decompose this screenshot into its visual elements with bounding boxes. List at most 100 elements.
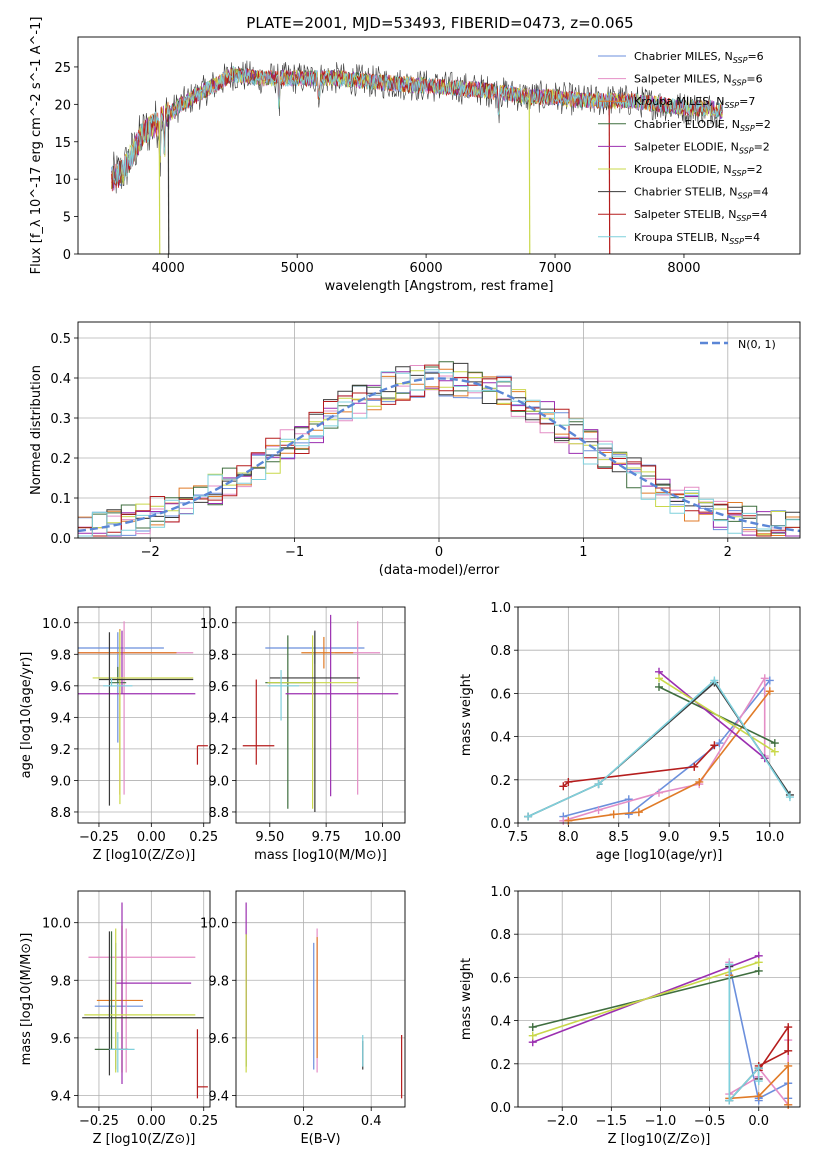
panel-spectrum: 4000 5000 6000 7000 8000 0 5 10 15 20 25 wavelength…: [29, 17, 801, 294]
spectrum-series-line: [111, 65, 723, 184]
tick-label-y: 9.6: [208, 680, 229, 695]
tick-label-y: 0.4: [50, 372, 71, 387]
tick-label-x: 10.0: [755, 830, 784, 845]
weight-point-marker: [784, 1023, 793, 1032]
axes-frame: [77, 890, 211, 1108]
tick-label-y: 0.4: [490, 1015, 511, 1030]
weight-point-marker: [655, 682, 663, 691]
tick-label-y: 0.2: [490, 774, 511, 789]
tick-label-y: 9.6: [208, 1032, 229, 1047]
tick-label-y: 0.0: [490, 817, 511, 832]
weight-point-marker: [784, 1100, 793, 1109]
tick-label-y: 9.4: [208, 1089, 229, 1104]
gaussian-reference-line: [77, 377, 801, 533]
tick-label-x: 9.75: [312, 830, 341, 845]
tick-label-y: 0: [63, 248, 71, 263]
weight-point-marker: [690, 762, 699, 771]
weight-point-marker: [770, 739, 779, 748]
tick-label-y: 9.6: [50, 680, 71, 695]
y-axis-label: mass [log10(M/M⊙)]: [19, 933, 34, 1066]
spectrum-artifact-line: [528, 96, 531, 254]
tick-label-y: 9.2: [50, 743, 71, 758]
legend-entry: N(0, 1): [738, 338, 776, 351]
tick-label-y: 9.0: [208, 774, 229, 789]
legend-entry: Kroupa MILES, NSSP=7: [634, 95, 755, 110]
panel-mw-vs-age: 7.5 8.0 8.5 9.0 9.5 10.0 0.0 0.2 0.4 0.6 0.8 1.0 age…: [459, 601, 801, 863]
weight-point-marker: [754, 958, 763, 967]
panel-residuals: −2 −1 0 1 2 0.0 0.1 0.2 0.3 0.4 0.5 (data-model)/er…: [29, 321, 801, 578]
axes-frame: [77, 606, 211, 824]
axes-frame: [235, 606, 406, 824]
weight-series-line: [728, 964, 760, 1103]
tick-label-y: 9.8: [50, 648, 71, 663]
x-axis-label: Z [log10(Z/Z⊙)]: [93, 1132, 196, 1147]
tick-label-y: 0.2: [490, 1058, 511, 1073]
x-axis-label: (data-model)/error: [379, 563, 500, 578]
tick-label-x: 0.2: [293, 1114, 314, 1129]
tick-label-y: 9.4: [208, 711, 229, 726]
weight-point-marker: [754, 1064, 763, 1073]
tick-label-x: 0.25: [189, 830, 218, 845]
weight-point-marker: [524, 812, 533, 821]
tick-label-y: 10.0: [200, 917, 229, 932]
weight-point-marker: [754, 1077, 763, 1086]
y-axis-label: mass weight: [459, 958, 474, 1040]
tick-label-x: 8000: [667, 261, 700, 276]
tick-label-x: −1: [285, 545, 304, 560]
tick-label-x: −0.25: [79, 1114, 119, 1129]
tick-label-y: 0.2: [50, 452, 71, 467]
weight-point-marker: [624, 810, 633, 819]
spectrum-series-line: [111, 60, 723, 194]
tick-label-y: 9.2: [208, 743, 229, 758]
tick-label-x: −2.0: [546, 1114, 578, 1129]
panel-mass-vs-Z: −0.25 0.00 0.25 9.4 9.6 9.8 10.0 Z [log10(Z/Z⊙)…: [19, 890, 218, 1147]
weight-point-marker: [528, 1031, 537, 1040]
figure-title: PLATE=2001, MJD=53493, FIBERID=0473, z=0…: [246, 14, 633, 32]
legend-entry: Salpeter ELODIE, NSSP=2: [634, 140, 770, 155]
weight-point-marker: [754, 966, 763, 975]
tick-label-x: 4000: [152, 261, 185, 276]
weight-point-marker: [715, 739, 724, 748]
tick-label-y: 0.0: [50, 532, 71, 547]
weight-point-marker: [594, 780, 603, 789]
tick-label-y: 0.6: [490, 687, 511, 702]
tick-label-y: 9.4: [50, 1089, 71, 1104]
weight-point-marker: [765, 687, 774, 696]
tick-label-x: 5000: [281, 261, 314, 276]
tick-label-y: 15: [54, 136, 71, 151]
spectrum-artifact-line: [158, 121, 161, 254]
tick-label-x: 9.0: [659, 830, 680, 845]
tick-label-y: 10.0: [42, 917, 71, 932]
tick-label-y: 8.8: [50, 806, 71, 821]
x-axis-label: E(B-V): [300, 1132, 340, 1147]
tick-label-y: 10: [54, 173, 71, 188]
weight-series-line: [563, 679, 771, 818]
weight-point-marker: [770, 747, 779, 756]
weight-series-line: [758, 1024, 789, 1071]
tick-label-y: 10.0: [200, 617, 229, 632]
tick-label-y: 0.1: [50, 492, 71, 507]
x-axis-label: age [log10(age/yr)]: [596, 848, 723, 863]
tick-label-y: 25: [54, 61, 71, 76]
axes-frame: [77, 36, 801, 255]
tick-label-y: 9.8: [50, 974, 71, 989]
tick-label-y: 0.0: [490, 1101, 511, 1116]
panel-age-vs-mass: 9.50 9.75 10.00 8.8 9.0 9.2 9.4 9.6 9.8 10.0 mass …: [200, 606, 406, 863]
tick-label-x: −1.0: [645, 1114, 677, 1129]
weight-point-marker: [655, 674, 663, 683]
legend-entry: Salpeter STELIB, NSSP=4: [634, 208, 767, 223]
tick-label-x: 9.50: [255, 830, 284, 845]
tick-label-y: 0.3: [50, 412, 71, 427]
weight-point-marker: [655, 788, 663, 797]
tick-label-x: 2: [724, 545, 732, 560]
axes-frame: [77, 321, 801, 539]
tick-label-y: 1.0: [490, 885, 511, 900]
tick-label-x: −1.5: [596, 1114, 628, 1129]
tick-label-x: 9.5: [709, 830, 730, 845]
histogram-series-line: [78, 369, 800, 537]
tick-label-y: 1.0: [490, 601, 511, 616]
y-axis-label: Flux [f_λ 10^-17 erg cm^-2 s^-1 A^-1]: [29, 17, 44, 275]
tick-label-x: 7.5: [508, 830, 529, 845]
weight-point-marker: [710, 741, 719, 750]
